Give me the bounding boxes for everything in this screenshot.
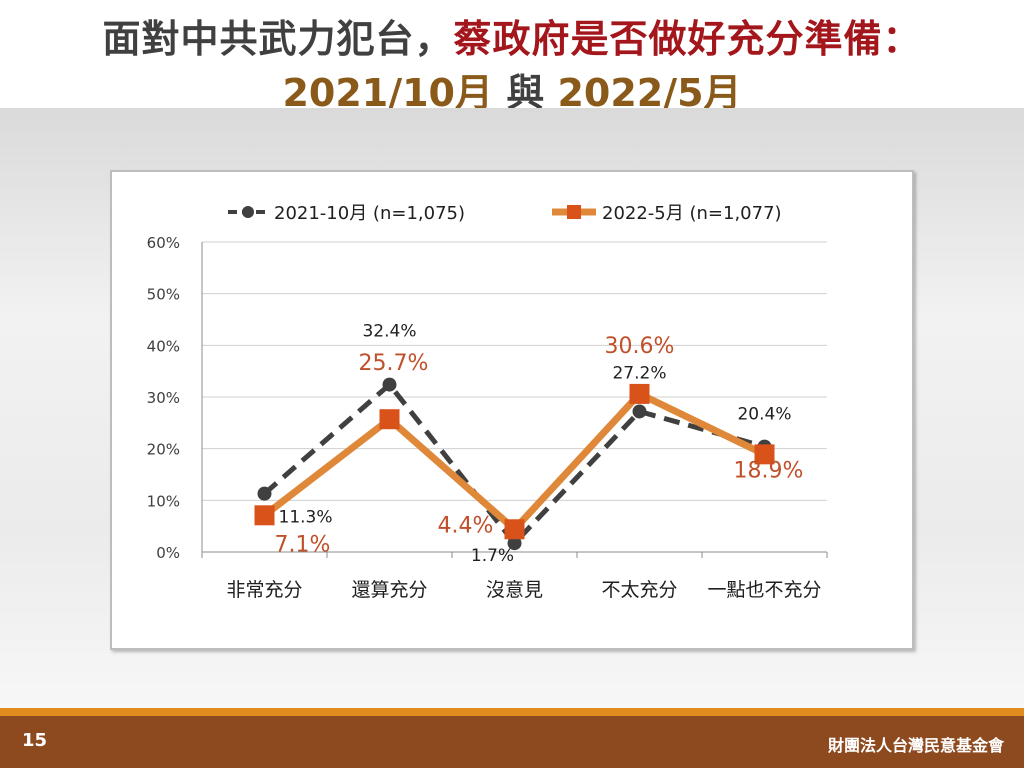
line-chart: 0% 10% 20% 30% 40% 50% 60% 非常充分 還算充分 沒意見 不太充分 一點也不充… bbox=[147, 203, 828, 601]
point-2022-5 bbox=[629, 383, 650, 404]
point-2021-10 bbox=[632, 404, 647, 419]
y-tick-label: 20% bbox=[147, 441, 180, 459]
y-tick-label: 10% bbox=[147, 492, 180, 510]
point-2021-10 bbox=[507, 536, 522, 551]
data-label-2022-5: 7.1% bbox=[275, 532, 331, 557]
title-prefix: 面對中共武力犯台， bbox=[102, 17, 454, 61]
footer-stripe bbox=[0, 708, 1024, 716]
y-tick-label: 60% bbox=[147, 234, 180, 252]
data-label-2022-5: 30.6% bbox=[605, 334, 675, 359]
chart-frame bbox=[110, 170, 914, 650]
point-2022-5 bbox=[254, 505, 275, 526]
legend-marker-2021-10 bbox=[242, 206, 254, 218]
series-line-2022-5 bbox=[262, 390, 767, 533]
data-label-2022-5: 4.4% bbox=[438, 513, 494, 538]
data-label-2021-10: 11.3% bbox=[279, 508, 333, 528]
data-label-2021-10: 20.4% bbox=[737, 405, 791, 425]
x-tick-label: 還算充分 bbox=[351, 579, 427, 601]
point-2022-5 bbox=[504, 519, 525, 540]
title-highlight: 蔡政府是否做好充分準備： bbox=[453, 17, 922, 61]
point-2021-10 bbox=[257, 486, 272, 501]
slide-title: 面對中共武力犯台，蔡政府是否做好充分準備： bbox=[0, 8, 1024, 63]
legend-marker-2022-5 bbox=[567, 205, 581, 219]
title-block: 面對中共武力犯台，蔡政府是否做好充分準備： 2021/10月 與 2022/5月 bbox=[0, 0, 1024, 115]
page-number: 15 bbox=[22, 730, 48, 751]
point-2022-5 bbox=[754, 444, 775, 465]
subtitle-connector: 與 bbox=[492, 71, 558, 115]
footer-bar bbox=[0, 716, 1024, 768]
y-tick-label: 0% bbox=[156, 544, 180, 562]
point-2022-5 bbox=[379, 409, 400, 430]
x-tick-label: 一點也不充分 bbox=[707, 579, 821, 601]
data-label-2022-5: 25.7% bbox=[359, 351, 429, 376]
x-tick-label: 非常充分 bbox=[226, 579, 302, 601]
y-tick-label: 30% bbox=[147, 389, 180, 407]
data-label-2021-10: 27.2% bbox=[612, 363, 666, 383]
slide-subtitle: 2021/10月 與 2022/5月 bbox=[0, 62, 1024, 117]
series-line-2021-10 bbox=[262, 380, 766, 548]
organization-name: 財團法人台灣民意基金會 bbox=[827, 736, 1004, 755]
data-label-2021-10: 1.7% bbox=[471, 546, 514, 566]
data-label-2022-5: 18.9% bbox=[734, 458, 804, 483]
x-tick-label: 不太充分 bbox=[601, 579, 677, 601]
y-tick-label: 40% bbox=[147, 337, 180, 355]
y-tick-label: 50% bbox=[147, 286, 180, 304]
subtitle-date-2: 2022/5月 bbox=[557, 71, 742, 115]
legend-label-2022-5: 2022-5月 (n=1,077) bbox=[602, 203, 782, 224]
data-label-2021-10: 32.4% bbox=[362, 322, 416, 342]
legend-label-2021-10: 2021-10月 (n=1,075) bbox=[274, 203, 465, 224]
point-2021-10 bbox=[382, 377, 397, 392]
subtitle-date-1: 2021/10月 bbox=[282, 71, 493, 115]
x-tick-label: 沒意見 bbox=[486, 579, 543, 601]
